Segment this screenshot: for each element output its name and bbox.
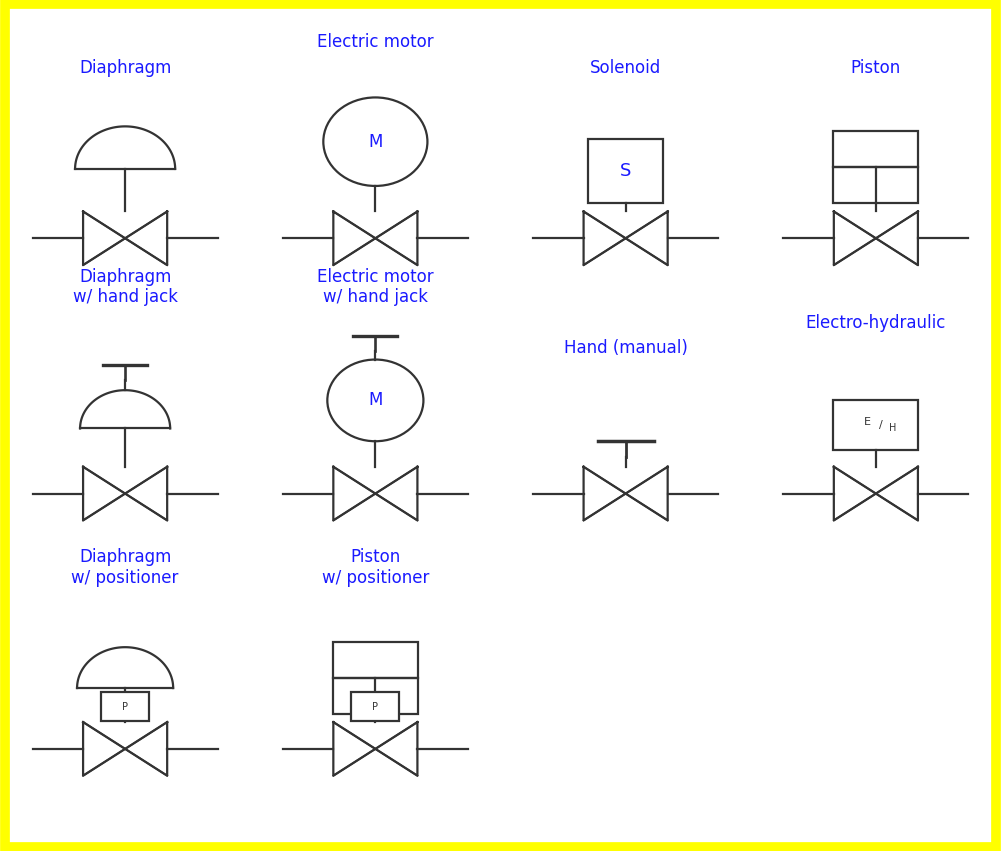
Text: Electro-hydraulic: Electro-hydraulic [806, 314, 946, 332]
Bar [101, 693, 149, 722]
Text: Electric motor: Electric motor [317, 33, 433, 51]
Text: E: E [865, 417, 871, 426]
Bar [833, 400, 918, 449]
Text: H: H [889, 424, 897, 433]
Text: Solenoid: Solenoid [590, 59, 662, 77]
Text: Piston
w/ positioner: Piston w/ positioner [321, 548, 429, 587]
Text: Diaphragm
w/ hand jack: Diaphragm w/ hand jack [73, 267, 177, 306]
Text: Hand (manual): Hand (manual) [564, 340, 688, 357]
Text: P: P [372, 702, 378, 711]
Text: /: / [879, 420, 883, 430]
Bar [833, 131, 918, 167]
Bar [351, 693, 399, 722]
Text: M: M [368, 133, 382, 151]
Text: Piston: Piston [851, 59, 901, 77]
Bar [589, 140, 663, 203]
Text: Diaphragm: Diaphragm [79, 59, 171, 77]
Text: Electric motor
w/ hand jack: Electric motor w/ hand jack [317, 267, 433, 306]
Bar [833, 167, 918, 203]
Text: P: P [122, 702, 128, 711]
Bar [332, 642, 418, 677]
Text: S: S [620, 162, 632, 180]
Text: M: M [368, 391, 382, 409]
Bar [332, 677, 418, 713]
Text: Diaphragm
w/ positioner: Diaphragm w/ positioner [71, 548, 179, 587]
